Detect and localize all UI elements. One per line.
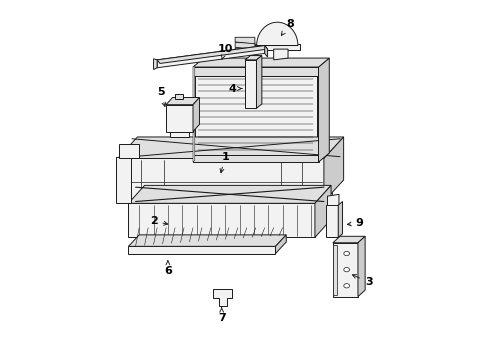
Polygon shape (274, 49, 288, 60)
Polygon shape (128, 235, 286, 246)
Polygon shape (193, 58, 329, 67)
Polygon shape (213, 289, 232, 306)
Polygon shape (327, 194, 339, 216)
Polygon shape (235, 42, 255, 49)
Polygon shape (235, 48, 255, 54)
Text: 4: 4 (228, 84, 242, 94)
Polygon shape (116, 157, 131, 203)
Ellipse shape (344, 267, 349, 272)
Polygon shape (265, 45, 268, 57)
Polygon shape (157, 45, 268, 63)
Text: 6: 6 (164, 261, 172, 276)
Text: 5: 5 (157, 87, 166, 107)
Text: 9: 9 (347, 218, 364, 228)
Polygon shape (333, 244, 337, 295)
Polygon shape (128, 203, 315, 237)
Polygon shape (338, 202, 343, 237)
Polygon shape (245, 55, 262, 60)
Polygon shape (245, 60, 256, 108)
Polygon shape (193, 155, 318, 162)
Polygon shape (166, 105, 193, 132)
Polygon shape (257, 22, 298, 45)
Ellipse shape (344, 284, 349, 288)
Polygon shape (235, 37, 255, 44)
Polygon shape (153, 59, 157, 69)
Polygon shape (193, 67, 318, 76)
Text: 10: 10 (218, 44, 233, 59)
Polygon shape (157, 45, 265, 68)
Polygon shape (118, 137, 343, 158)
Polygon shape (326, 205, 338, 237)
Polygon shape (193, 98, 199, 132)
Text: 2: 2 (149, 216, 168, 226)
Polygon shape (315, 185, 331, 237)
Polygon shape (166, 98, 199, 105)
Polygon shape (318, 58, 329, 162)
Text: 8: 8 (281, 19, 294, 35)
Polygon shape (128, 246, 275, 253)
Polygon shape (128, 185, 331, 203)
Polygon shape (193, 65, 195, 162)
Text: 3: 3 (352, 275, 372, 287)
Ellipse shape (344, 251, 349, 256)
Polygon shape (358, 236, 365, 297)
Polygon shape (333, 236, 365, 243)
Polygon shape (118, 158, 324, 202)
Bar (175, 94, 183, 99)
Polygon shape (255, 44, 300, 50)
Polygon shape (120, 144, 139, 158)
Polygon shape (324, 137, 343, 202)
Polygon shape (333, 243, 358, 297)
Polygon shape (170, 132, 190, 137)
Polygon shape (256, 55, 262, 108)
Polygon shape (195, 76, 317, 155)
Text: 7: 7 (218, 307, 225, 323)
Text: 1: 1 (220, 152, 229, 173)
Polygon shape (275, 235, 286, 253)
